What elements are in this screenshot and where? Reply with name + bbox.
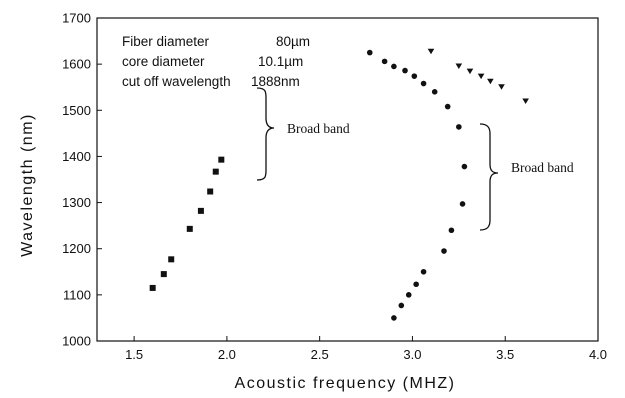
x-axis-title: Acoustic frequency (MHZ): [235, 375, 456, 392]
annotation-value: 10.1µm: [258, 54, 303, 69]
circle-point: [456, 124, 462, 130]
plot-frame: [96, 17, 599, 342]
circle-point: [448, 227, 455, 234]
circle-point: [461, 163, 468, 170]
circle-point: [413, 281, 419, 288]
y-tick-label: 1300: [62, 195, 91, 210]
circle-point: [405, 292, 412, 298]
y-tick-label: 1000: [62, 334, 91, 349]
y-axis: 1000 1100 1200 1300 1400 1500 1600 1700: [62, 11, 102, 349]
x-tick-label: 4.0: [589, 347, 607, 362]
annotation-label: Fiber diameter: [122, 34, 210, 49]
circle-point: [431, 89, 438, 95]
circle-point: [444, 103, 451, 110]
square-point: [168, 256, 175, 263]
square-point: [160, 271, 167, 278]
triangle-point: [477, 73, 485, 80]
circle-point: [411, 73, 418, 79]
y-tick-label: 1500: [62, 103, 91, 118]
broadband-label: Broad band: [511, 160, 574, 175]
y-axis-title: Wavelength (nm): [19, 113, 36, 257]
square-point: [149, 284, 156, 291]
y-tick-label: 1100: [63, 287, 91, 302]
circle-point: [402, 67, 408, 74]
triangle-point: [487, 78, 494, 85]
triangle-point: [522, 98, 529, 105]
y-tick-label: 1700: [62, 11, 91, 26]
annotation-value: 1888nm: [251, 74, 300, 89]
annotation-label: cut off wavelength: [122, 74, 231, 89]
data-points: [149, 48, 529, 321]
x-tick-label: 3.0: [403, 347, 421, 362]
triangle-point: [455, 63, 463, 69]
square-point: [207, 188, 214, 195]
broadband-brace-left: Broad band: [256, 87, 350, 181]
circle-point: [391, 63, 397, 70]
annotation-label: core diameter: [122, 54, 205, 69]
x-axis: 1.5 2.0 2.5 3.0 3.5 4.0: [125, 336, 607, 362]
square-point: [218, 156, 225, 163]
circle-point: [381, 58, 388, 65]
fiber-parameters-annotation: Fiber diameter 80µm core diameter 10.1µm…: [122, 34, 310, 89]
broadband-brace-right: Broad band: [479, 123, 574, 231]
x-tick-label: 1.5: [125, 347, 143, 362]
circle-point: [441, 248, 447, 254]
x-tick-label: 2.0: [218, 347, 236, 362]
broadband-label: Broad band: [287, 121, 350, 136]
square-point: [186, 225, 193, 232]
y-tick-label: 1400: [62, 149, 91, 164]
square-point: [212, 168, 219, 175]
triangle-point: [498, 84, 505, 90]
x-tick-label: 2.5: [311, 347, 329, 362]
circle-point: [459, 201, 466, 207]
x-tick-label: 3.5: [496, 347, 514, 362]
circle-point: [366, 49, 373, 56]
circle-point: [398, 302, 405, 309]
plot-area: [96, 17, 599, 342]
circle-point: [420, 80, 427, 87]
circle-point: [420, 268, 427, 275]
triangle-point: [427, 48, 435, 55]
square-point: [197, 207, 204, 214]
annotation-value: 80µm: [276, 34, 310, 49]
circle-point: [391, 315, 397, 321]
y-tick-label: 1600: [62, 57, 91, 72]
y-tick-label: 1200: [62, 241, 91, 256]
triangle-point: [466, 68, 474, 75]
